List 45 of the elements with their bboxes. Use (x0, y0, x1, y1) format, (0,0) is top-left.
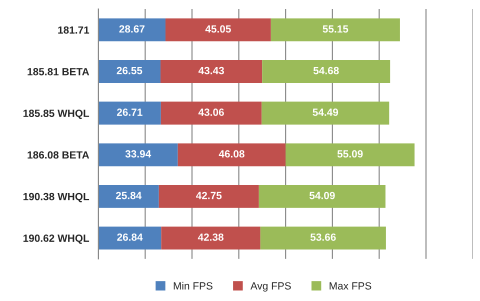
y-tick-label: 190.62 WHQL (23, 234, 90, 244)
data-label: 54.09 (309, 192, 335, 200)
data-label: 54.68 (313, 66, 339, 74)
data-label: 55.15 (322, 25, 348, 33)
data-label: 43.06 (198, 108, 224, 116)
bar (286, 143, 415, 166)
bar (165, 18, 271, 42)
bar (260, 226, 386, 250)
data-label: 42.75 (196, 192, 222, 200)
data-label: 46.08 (218, 150, 244, 158)
bar (160, 102, 262, 125)
data-label: 42.38 (198, 233, 224, 241)
bar (98, 18, 166, 42)
data-label: 25.84 (116, 192, 142, 200)
data-label: 26.84 (117, 233, 143, 241)
legend-label: Max FPS (330, 282, 372, 290)
bar (98, 143, 178, 166)
bar (98, 102, 161, 125)
bar (161, 226, 260, 250)
data-label: 54.49 (312, 108, 338, 116)
y-tick-label: 185.85 WHQL (23, 110, 90, 119)
y-tick-label: 190.38 WHQL (23, 192, 90, 202)
data-label: 26.55 (116, 66, 142, 74)
y-tick-label: 185.81 BETA (28, 68, 90, 76)
data-label: 45.05 (205, 25, 231, 33)
data-label: 53.66 (310, 233, 336, 241)
data-label: 28.67 (119, 25, 145, 33)
bar (98, 60, 161, 83)
data-label: 33.94 (125, 150, 152, 158)
bar (262, 60, 390, 83)
bar (160, 60, 262, 83)
bar (270, 18, 400, 42)
bar (98, 184, 159, 208)
legend-label: Min FPS (174, 282, 212, 290)
y-tick-label: 181.71 (58, 26, 90, 34)
data-label: 55.09 (337, 150, 363, 158)
data-label: 26.71 (116, 108, 142, 116)
y-tick-label: 186.08 BETA (28, 151, 90, 159)
bar (258, 184, 386, 208)
legend-label: Avg FPS (250, 282, 291, 292)
bar (98, 226, 162, 250)
bar (178, 143, 286, 166)
data-label: 43.43 (198, 66, 224, 74)
bar (262, 102, 390, 125)
bar (158, 184, 259, 208)
